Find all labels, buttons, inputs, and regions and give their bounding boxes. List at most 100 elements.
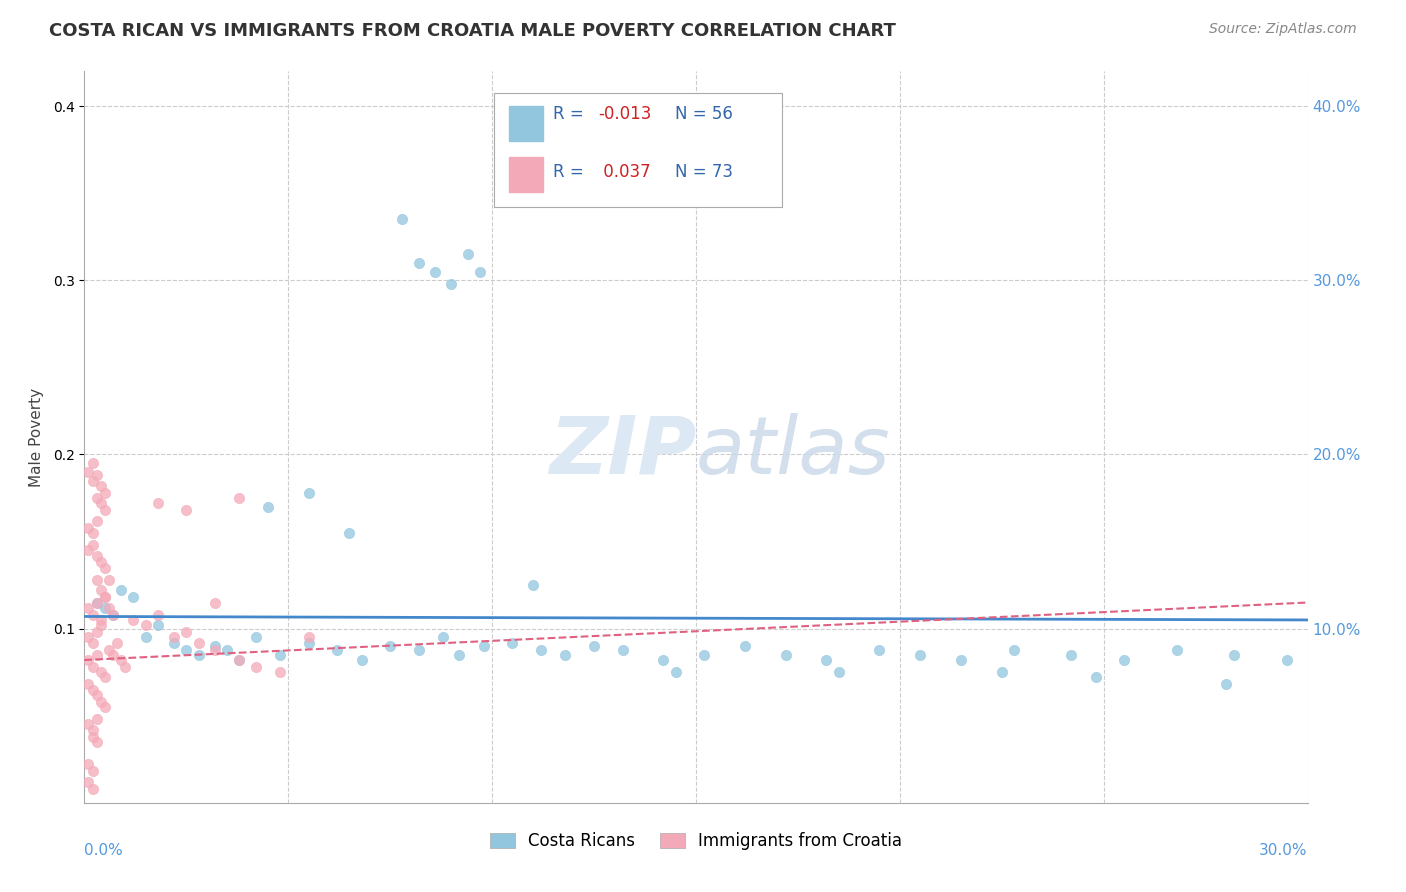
Point — [245, 660, 267, 674]
Point — [554, 648, 576, 662]
Point — [1114, 653, 1136, 667]
Point — [472, 639, 495, 653]
Point — [90, 479, 112, 493]
Point — [77, 677, 100, 691]
Text: R =: R = — [553, 163, 589, 181]
Point — [775, 648, 797, 662]
Point — [245, 631, 267, 645]
Point — [122, 613, 145, 627]
Bar — [509, 157, 543, 192]
Bar — [509, 106, 543, 141]
Point — [93, 591, 115, 605]
Point — [101, 648, 124, 662]
Point — [1060, 648, 1083, 662]
Point — [502, 635, 524, 649]
Point — [77, 631, 100, 645]
Text: 0.037: 0.037 — [598, 163, 651, 181]
Point — [522, 578, 544, 592]
Point — [110, 653, 132, 667]
Point — [1002, 642, 1025, 657]
Point — [90, 556, 112, 570]
Text: 30.0%: 30.0% — [1260, 843, 1308, 858]
Point — [77, 775, 100, 789]
Point — [86, 595, 108, 609]
Point — [77, 600, 100, 615]
Point — [82, 474, 104, 488]
Point — [163, 635, 186, 649]
Point — [86, 625, 108, 640]
Point — [187, 648, 209, 662]
Point — [105, 635, 128, 649]
Point — [734, 639, 756, 653]
Text: COSTA RICAN VS IMMIGRANTS FROM CROATIA MALE POVERTY CORRELATION CHART: COSTA RICAN VS IMMIGRANTS FROM CROATIA M… — [49, 22, 896, 40]
Point — [408, 256, 430, 270]
Point — [146, 496, 169, 510]
Point — [326, 642, 349, 657]
Point — [693, 648, 716, 662]
Point — [652, 653, 675, 667]
Point — [77, 757, 100, 772]
Point — [97, 573, 120, 587]
Point — [457, 247, 479, 261]
Point — [93, 485, 115, 500]
Point — [391, 212, 413, 227]
Point — [82, 538, 104, 552]
Point — [174, 625, 197, 640]
Point — [77, 543, 100, 558]
Point — [86, 468, 108, 483]
Point — [339, 525, 361, 540]
Point — [269, 665, 291, 680]
Point — [86, 735, 108, 749]
Point — [82, 456, 104, 470]
Point — [204, 595, 226, 609]
Point — [93, 600, 115, 615]
Point — [1277, 653, 1299, 667]
Text: 0.0%: 0.0% — [84, 843, 124, 858]
Point — [815, 653, 838, 667]
Point — [86, 595, 108, 609]
Point — [93, 670, 115, 684]
Text: N = 56: N = 56 — [675, 104, 733, 123]
Point — [90, 583, 112, 598]
Point — [449, 648, 471, 662]
Text: Source: ZipAtlas.com: Source: ZipAtlas.com — [1209, 22, 1357, 37]
Point — [90, 613, 112, 627]
Point — [77, 465, 100, 479]
Point — [228, 491, 250, 505]
Point — [665, 665, 688, 680]
Point — [1215, 677, 1237, 691]
Point — [82, 764, 104, 779]
Point — [86, 514, 108, 528]
Point — [228, 653, 250, 667]
Point — [204, 642, 226, 657]
Text: R =: R = — [553, 104, 589, 123]
Point — [298, 631, 321, 645]
Point — [612, 642, 634, 657]
Point — [90, 618, 112, 632]
Point — [1166, 642, 1188, 657]
Point — [86, 688, 108, 702]
Point — [97, 600, 120, 615]
Point — [440, 277, 463, 291]
Point — [101, 607, 124, 622]
Point — [90, 496, 112, 510]
Point — [135, 618, 157, 632]
Point — [174, 642, 197, 657]
Text: ZIP: ZIP — [548, 413, 696, 491]
Point — [217, 642, 239, 657]
Point — [135, 631, 157, 645]
Point — [991, 665, 1014, 680]
Point — [257, 500, 280, 514]
Point — [86, 573, 108, 587]
Point — [82, 607, 104, 622]
FancyBboxPatch shape — [494, 94, 782, 207]
Point — [530, 642, 553, 657]
Point — [583, 639, 606, 653]
Point — [82, 730, 104, 744]
Text: N = 73: N = 73 — [675, 163, 733, 181]
Point — [82, 660, 104, 674]
Point — [110, 583, 132, 598]
Point — [163, 631, 186, 645]
Legend: Costa Ricans, Immigrants from Croatia: Costa Ricans, Immigrants from Croatia — [484, 825, 908, 856]
Point — [298, 485, 321, 500]
